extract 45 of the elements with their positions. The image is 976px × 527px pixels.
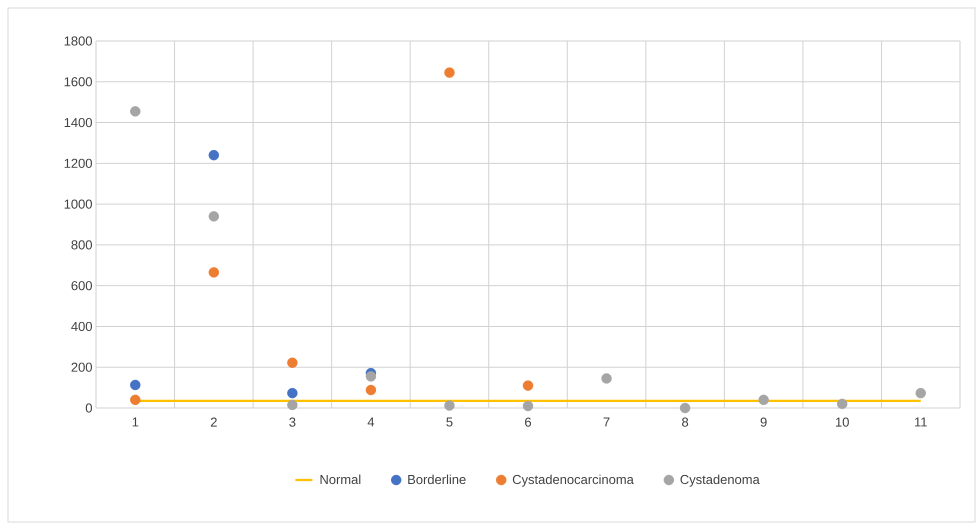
x-tick-label: 1 <box>132 418 138 426</box>
y-tick-label: 1000 <box>64 200 92 209</box>
point <box>130 380 140 390</box>
legend-label: Borderline <box>408 474 466 484</box>
point <box>287 400 298 410</box>
point <box>680 402 690 414</box>
point <box>130 394 140 406</box>
point <box>208 211 220 222</box>
x-tick-label: 4 <box>368 418 374 426</box>
x-tick-label: 6 <box>525 418 532 427</box>
x-tick-label: 11 <box>915 418 927 426</box>
point <box>522 380 534 391</box>
x-tick-label: 5 <box>446 418 453 427</box>
point <box>287 358 298 368</box>
point <box>522 400 534 412</box>
point <box>287 388 298 398</box>
x-tick-label: 7 <box>604 418 610 426</box>
point <box>208 267 220 278</box>
legend-label: Cystadenoma <box>680 474 760 487</box>
x-tick-label: 8 <box>682 418 688 427</box>
y-tick-label: 0 <box>86 403 92 413</box>
point <box>366 371 376 382</box>
point <box>208 150 220 160</box>
y-tick-label: 600 <box>72 281 92 290</box>
x-tick-label: 3 <box>289 418 296 427</box>
y-tick-label: 200 <box>72 362 92 372</box>
x-tick-label: 9 <box>760 418 767 427</box>
x-tick-label: 10 <box>836 418 849 427</box>
point <box>130 106 140 117</box>
y-tick-label: 1200 <box>64 158 92 168</box>
point <box>601 373 612 384</box>
y-tick-label: 800 <box>71 240 92 250</box>
y-tick-label: 400 <box>71 322 92 332</box>
legend-label: Cystadenocarcinoma <box>512 474 634 487</box>
point <box>836 398 848 410</box>
point <box>916 388 926 398</box>
point <box>366 384 376 396</box>
y-tick-label: 1400 <box>64 118 92 128</box>
y-tick-label: 1600 <box>64 77 92 86</box>
point <box>444 67 455 78</box>
legend-label: Normal <box>320 474 360 484</box>
x-tick-label: 2 <box>210 418 217 427</box>
y-tick-label: 1800 <box>64 36 92 46</box>
point <box>758 394 769 406</box>
point <box>444 400 455 411</box>
